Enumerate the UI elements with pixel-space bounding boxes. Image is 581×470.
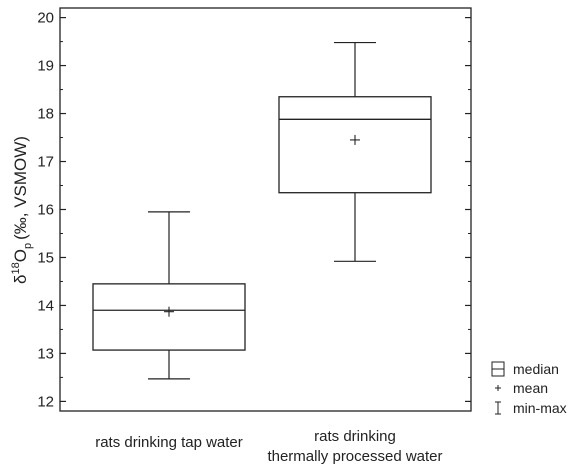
category-labels: rats drinking tap water rats drinking ther… [95, 428, 442, 465]
y-tick-label: 13 [37, 345, 54, 362]
category-label: rats drinking [314, 428, 396, 445]
legend-item: mean [495, 380, 548, 396]
legend-label: mean [513, 380, 548, 396]
legend-item: min-max [495, 400, 567, 416]
y-tick-label: 15 [37, 249, 54, 266]
legend-item: median [491, 361, 559, 377]
boxes [92, 41, 432, 380]
y-axis-title: δ18Op(‰, VSMOW) [10, 136, 34, 284]
y-tick-label: 19 [37, 58, 54, 75]
y-tick-label: 17 [37, 154, 54, 171]
category-label: rats drinking tap water [95, 434, 243, 451]
box-group [92, 211, 246, 380]
legend: median mean min-max [491, 361, 567, 416]
y-tick-label: 14 [37, 297, 54, 314]
y-axis: 12 13 14 15 16 17 18 19 20 [37, 10, 471, 410]
legend-label: median [513, 361, 559, 377]
box-group [278, 41, 432, 262]
y-tick-label: 16 [37, 202, 54, 219]
y-tick-label: 18 [37, 106, 54, 123]
category-label: thermally processed water [267, 448, 442, 465]
iqr-box [92, 283, 246, 351]
y-tick-label: 20 [37, 10, 54, 27]
legend-label: min-max [513, 400, 567, 416]
y-tick-label: 12 [37, 393, 54, 410]
